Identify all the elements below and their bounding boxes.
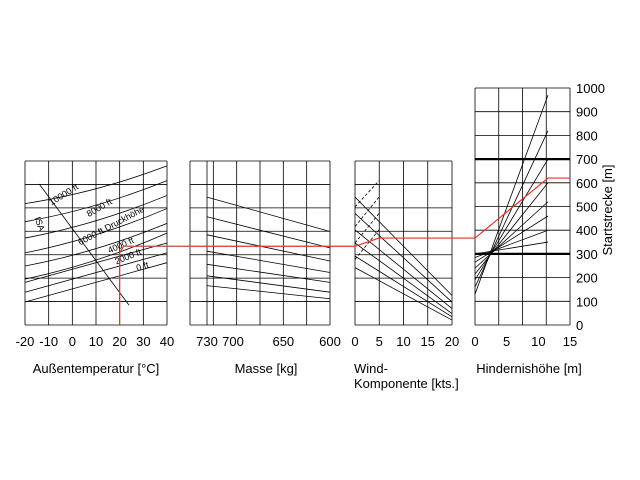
x-tick-label: 15 (563, 334, 577, 349)
x-tick-label: -10 (39, 334, 58, 349)
x-tick-label: 650 (272, 334, 294, 349)
altitude-curve (24, 165, 168, 205)
y-tick-label: 700 (576, 152, 598, 167)
y-axis-title: Startstrecke [m] (600, 164, 615, 255)
x-tick-label: -20 (16, 334, 35, 349)
tailwind-line (354, 196, 380, 227)
x-axis-title-wind-line2: Komponente [kts.] (354, 376, 459, 391)
altitude-curve (24, 195, 168, 239)
temperature-band-line (24, 242, 168, 283)
obstacle-line (474, 215, 549, 263)
x-tick-label: 30 (136, 334, 150, 349)
tailwind-line (354, 229, 380, 260)
x-axis-title-wind-line1: Wind- (354, 361, 388, 376)
x-tick-label: 730 (196, 334, 218, 349)
altitude-curve (24, 180, 168, 223)
curve-label: 0 ft (135, 260, 150, 274)
tick-labels: -20 -10 0 10 20 30 40 730 700 650 600 0 5 10 15 20 0 5 10 1… (16, 81, 605, 349)
wind-line (354, 213, 453, 303)
y-tick-label: 1000 (576, 81, 605, 96)
tailwind-line (354, 180, 380, 208)
x-tick-label: 0 (471, 334, 478, 349)
wind-line (354, 267, 453, 321)
curve-label: ISA (32, 215, 46, 232)
obstacle-line (474, 182, 549, 275)
y-tick-label: 0 (576, 318, 583, 333)
temperature-band-line (24, 262, 168, 303)
x-axis-title-temperature: Außentemperatur [°C] (33, 361, 160, 376)
x-tick-label: 0 (69, 334, 76, 349)
x-tick-label: 15 (421, 334, 435, 349)
y-tick-label: 600 (576, 176, 598, 191)
mass-line (206, 234, 331, 262)
wind-line (354, 229, 453, 309)
obstacle-line (474, 158, 549, 281)
y-tick-label: 400 (576, 223, 598, 238)
mass-line (206, 285, 331, 300)
x-tick-label: 10 (396, 334, 410, 349)
y-tick-label: 100 (576, 294, 598, 309)
obstacle-line (474, 241, 549, 255)
grid-wind (354, 160, 453, 326)
x-tick-label: 700 (222, 334, 244, 349)
x-tick-label: 600 (319, 334, 341, 349)
x-tick-label: 20 (445, 334, 459, 349)
grid-temperature (24, 160, 168, 326)
example-path (119, 177, 570, 325)
mass-line (206, 250, 331, 273)
x-tick-label: 10 (531, 334, 545, 349)
x-tick-label: 5 (503, 334, 510, 349)
x-axis-title-obstacle: Hindernishöhe [m] (476, 361, 582, 376)
y-tick-label: 800 (576, 128, 598, 143)
mass-line (206, 216, 331, 249)
altitude-curve (24, 208, 168, 254)
mass-line (206, 275, 331, 293)
mass-line (206, 196, 331, 232)
altitude-curve (24, 222, 168, 267)
tailwind-line (354, 213, 380, 244)
example-path-line (119, 177, 570, 325)
x-axis-title-mass: Masse [kg] (235, 361, 298, 376)
x-tick-label: 40 (160, 334, 174, 349)
isa-line (38, 183, 130, 306)
x-tick-label: 20 (112, 334, 126, 349)
wind-line (354, 255, 453, 318)
x-tick-label: 5 (376, 334, 383, 349)
obstacle-line (474, 130, 549, 288)
axis-titles: Außentemperatur [°C] Masse [kg] Wind-Kompo… (33, 164, 615, 391)
x-tick-label: 10 (89, 334, 103, 349)
curve-label: 10000 ft (47, 181, 80, 207)
wind-line (354, 196, 453, 296)
obstacle-line (474, 201, 549, 269)
performance-curves (24, 94, 549, 321)
y-tick-label: 900 (576, 105, 598, 120)
mass-line (206, 263, 331, 283)
y-tick-label: 200 (576, 271, 598, 286)
temperature-band-line (24, 252, 168, 293)
grid-obstacle (474, 87, 571, 326)
y-tick-label: 500 (576, 200, 598, 215)
wind-line (354, 242, 453, 314)
y-tick-label: 300 (576, 247, 598, 262)
x-tick-label: 0 (351, 334, 358, 349)
grid-mass (189, 160, 331, 326)
obstacle-line (474, 229, 549, 258)
